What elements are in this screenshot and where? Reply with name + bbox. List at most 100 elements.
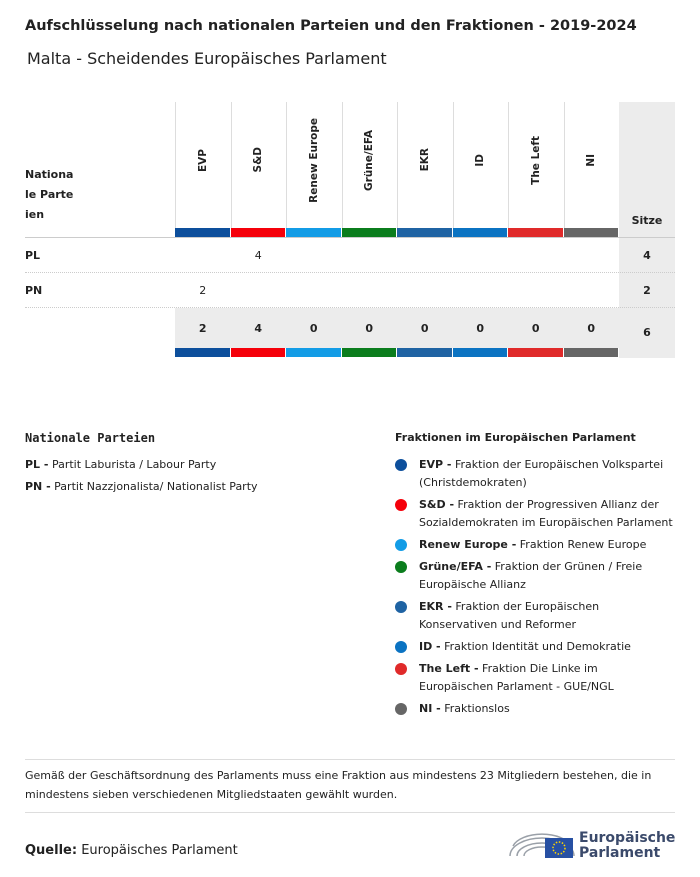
party-item: PN - Partit Nazzjonalista/ Nationalist P… [25, 478, 375, 496]
legend-dot [395, 499, 407, 511]
group-text: Fraktion der Progressiven Allianz der So… [419, 498, 673, 529]
col-sep [452, 102, 454, 228]
color-bar [452, 348, 507, 357]
total-cell: 4 [254, 321, 263, 335]
group-item: The Left - Fraktion Die Linke im Europäi… [395, 660, 675, 696]
col-header-wrap: NI [564, 112, 620, 208]
party-item: PL - Partit Laburista / Labour Party [25, 456, 375, 474]
group-text: Fraktionslos [444, 702, 510, 715]
col-header: NI [585, 153, 598, 167]
legend-dot [395, 459, 407, 471]
color-bar [397, 348, 452, 357]
party-text: Partit Nazzjonalista/ Nationalist Party [54, 480, 258, 493]
totals-bg [175, 308, 619, 348]
color-bar [452, 228, 507, 237]
col-header-wrap: EVP [175, 112, 231, 208]
row-line [25, 272, 675, 273]
corner-header: Nationale Parteien [25, 168, 74, 221]
col-sep [397, 102, 398, 228]
row-line [25, 237, 675, 238]
col-header: ID [474, 153, 487, 167]
group-key: Grüne/EFA - [419, 560, 492, 573]
value-cell: 4 [254, 248, 262, 262]
color-bar [175, 228, 230, 237]
col-header: Renew Europe [307, 117, 320, 203]
col-header-wrap: EKR [397, 112, 453, 208]
col-sep [563, 102, 565, 228]
total-cell: 0 [365, 321, 374, 335]
legend-title: Fraktionen im Europäischen Parlament [395, 431, 636, 444]
color-bar [341, 228, 396, 237]
group-key: ID - [419, 640, 441, 653]
group-key: S&D - [419, 498, 455, 511]
color-bar [230, 348, 285, 357]
col-header-wrap: Grüne/EFA [342, 112, 398, 208]
group-key: EKR - [419, 600, 452, 613]
group-text: Fraktion der Europäischen Konservativen … [419, 600, 600, 631]
group-text: Fraktion Renew Europe [519, 538, 647, 551]
title: Aufschlüsselung nach nationalen Parteien… [25, 18, 637, 34]
legend-dot [395, 561, 407, 573]
total-seats: 6 [643, 325, 651, 339]
source: Quelle: Europäisches Parlament [25, 843, 238, 858]
col-header-wrap: Renew Europe [286, 112, 342, 208]
row-line [25, 307, 675, 308]
total-cell: 2 [198, 321, 207, 335]
col-header-wrap: The Left [508, 112, 564, 208]
group-item: S&D - Fraktion der Progressiven Allianz … [395, 496, 675, 532]
color-bar [286, 228, 341, 237]
seats-header: Sitze [631, 213, 663, 227]
seats-cell: 2 [643, 283, 651, 297]
divider [25, 759, 675, 760]
total-cell: 0 [531, 321, 540, 335]
seats-cell: 4 [643, 248, 651, 262]
group-text: Fraktion Identität und Demokratie [444, 640, 631, 653]
col-sep [508, 102, 509, 228]
group-item: Renew Europe - Fraktion Renew Europe [395, 536, 675, 554]
source-label: Quelle: [25, 843, 78, 858]
party-text: Partit Laburista / Labour Party [51, 458, 217, 471]
logo-text: Parlament [579, 845, 661, 861]
col-header-wrap: S&D [231, 112, 287, 208]
col-header: Grüne/EFA [363, 129, 376, 191]
color-bar [563, 348, 618, 357]
value-cell: 2 [199, 283, 207, 297]
col-header: EVP [196, 148, 209, 172]
col-header-wrap: ID [453, 112, 509, 208]
source-text: Europäisches Parlament [81, 843, 238, 858]
color-bar [397, 228, 452, 237]
total-cell: 0 [420, 321, 429, 335]
group-text: Fraktion Die Linke im Europäischen Parla… [419, 662, 614, 693]
color-bar [341, 348, 396, 357]
group-key: The Left - [419, 662, 479, 675]
party-cell: PL [25, 248, 41, 262]
group-item: NI - Fraktionslos [395, 700, 675, 718]
legend-dot [395, 663, 407, 675]
group-item: EKR - Fraktion der Europäischen Konserva… [395, 598, 675, 634]
total-cell: 0 [587, 321, 596, 335]
group-text: Fraktion der Grünen / Freie Europäische … [419, 560, 643, 591]
group-list: EVP - Fraktion der Europäischen Volkspar… [395, 456, 675, 718]
total-cell: 0 [476, 321, 485, 335]
group-key: EVP - [419, 458, 452, 471]
legend-dot [395, 601, 407, 613]
col-header: EKR [418, 148, 431, 172]
group-text: Fraktion der Europäischen Volkspartei (C… [419, 458, 664, 489]
total-cell: 0 [309, 321, 318, 335]
subtitle: Malta - Scheidendes Europäisches Parlame… [27, 49, 387, 68]
group-key: NI - [419, 702, 441, 715]
footnote: Gemäß der Geschäftsordnung des Parlament… [25, 769, 652, 801]
party-cell: PN [25, 283, 43, 297]
legend-dot [395, 641, 407, 653]
seats-bg [619, 102, 675, 358]
divider [25, 812, 675, 813]
legend-dot [395, 703, 407, 715]
logo-text: Europäisches [579, 830, 675, 846]
color-bar [230, 228, 285, 237]
legend-dot [395, 539, 407, 551]
party-key: PN - [25, 480, 51, 493]
group-item: Grüne/EFA - Fraktion der Grünen / Freie … [395, 558, 675, 594]
color-bar [508, 228, 563, 237]
color-bar [563, 228, 618, 237]
